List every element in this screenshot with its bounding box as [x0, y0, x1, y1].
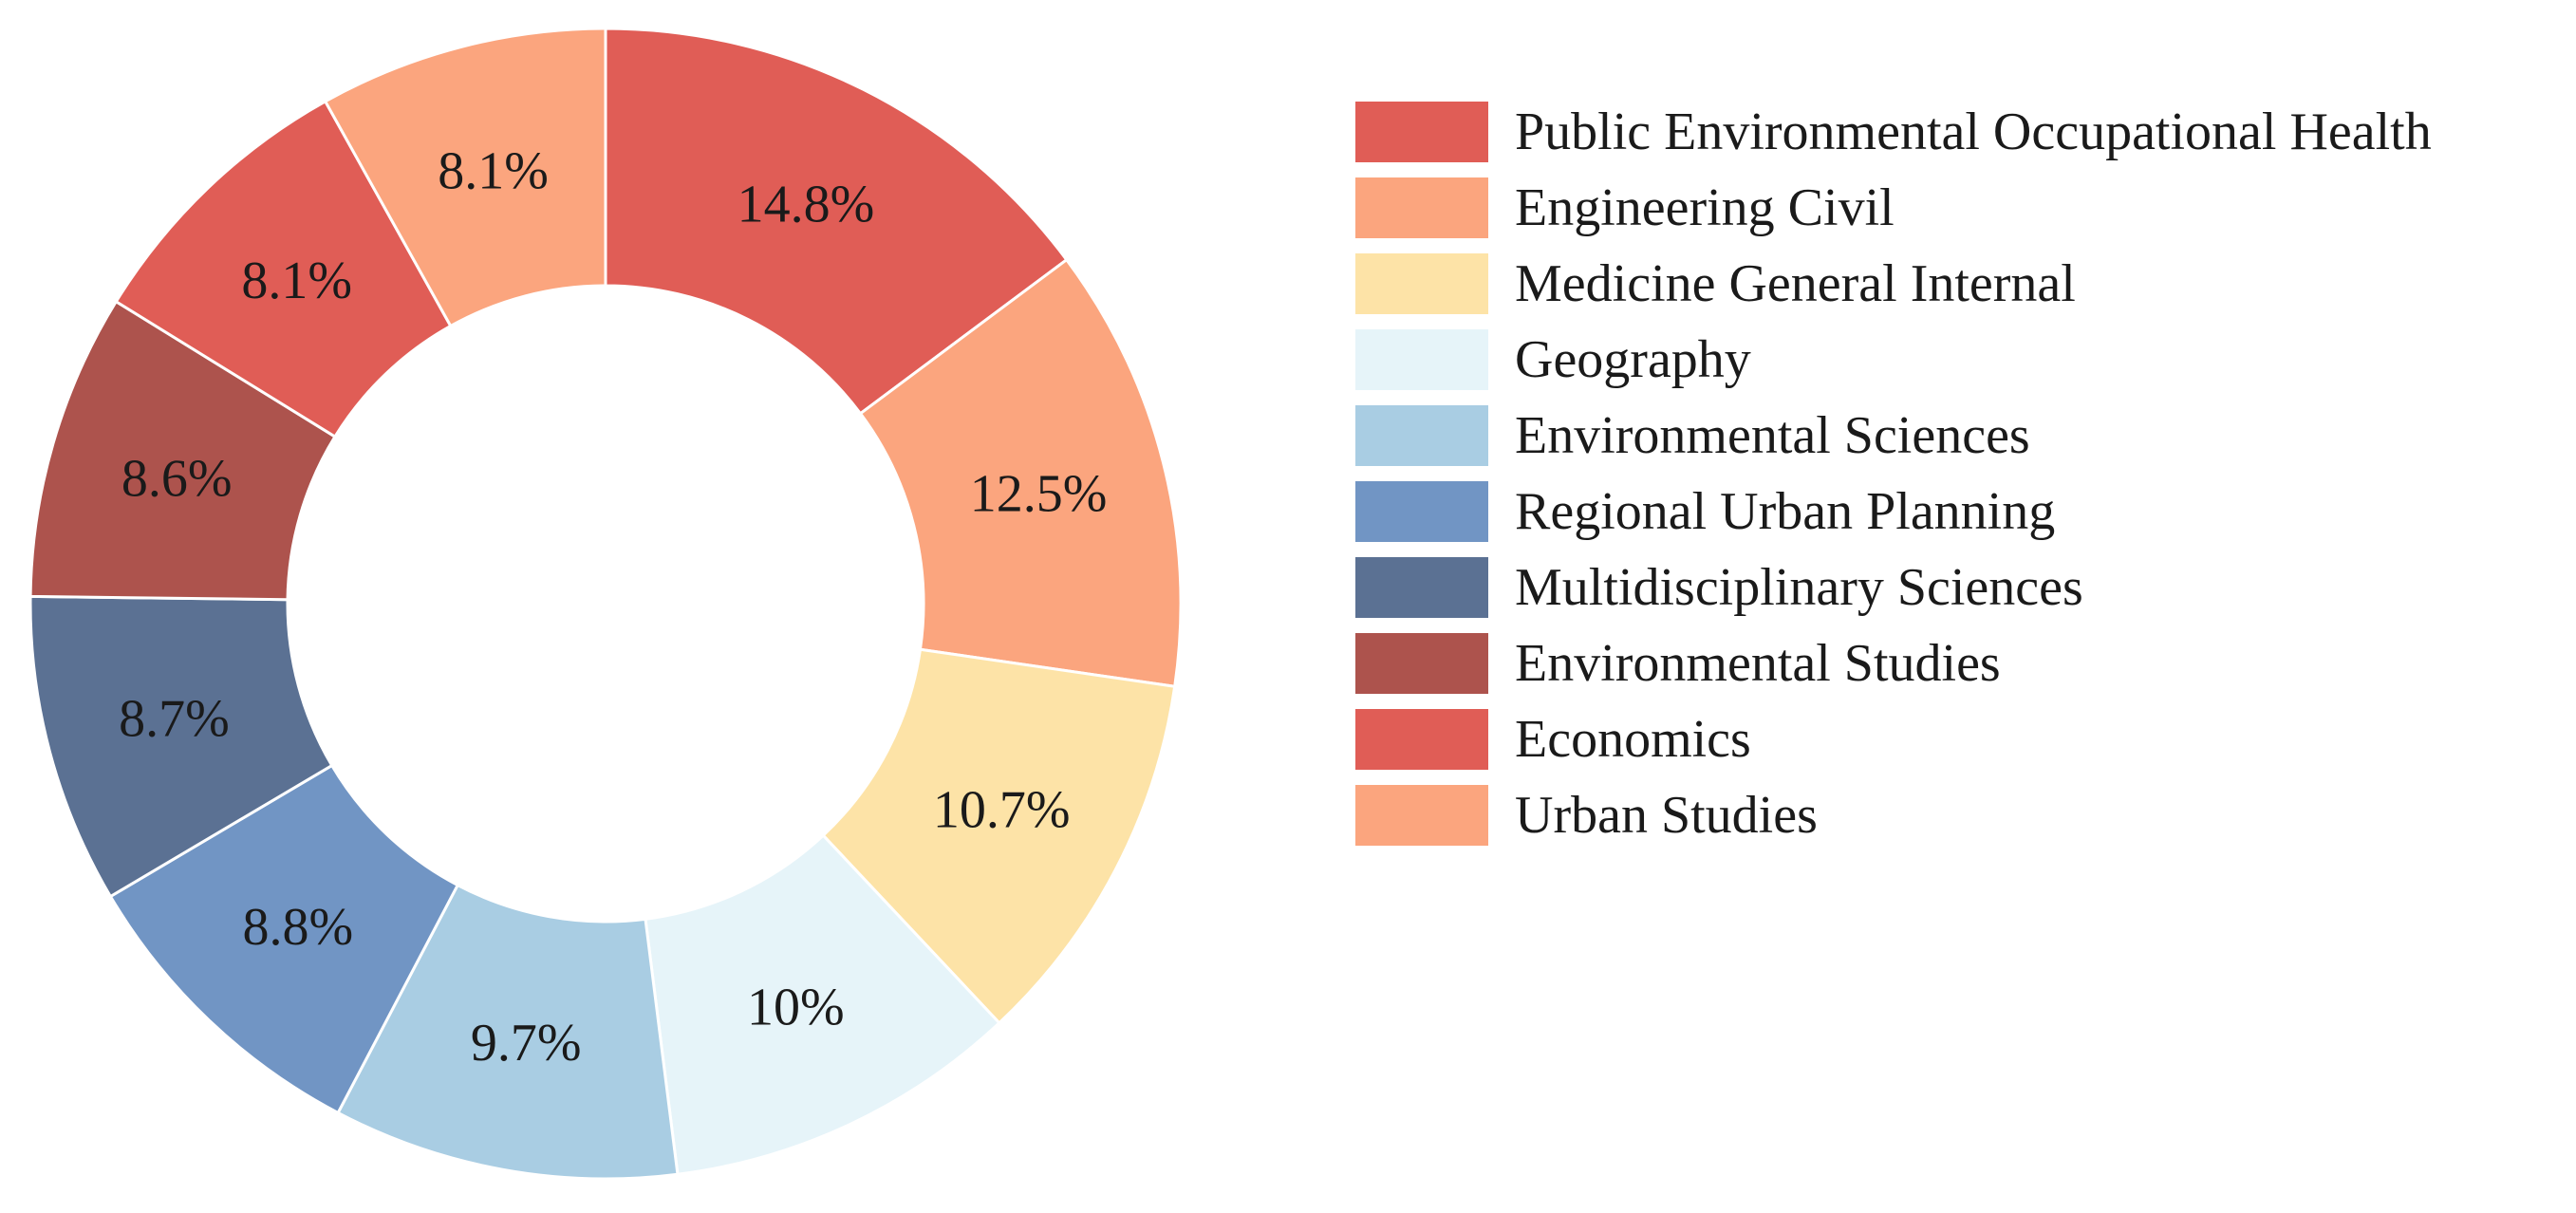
slice-label-multidisciplinary-sciences: 8.7% [119, 689, 230, 748]
legend-label: Environmental Sciences [1515, 406, 2030, 465]
slice-engineering-civil [858, 257, 1183, 688]
legend-label: Regional Urban Planning [1515, 482, 2055, 541]
slice-urban-studies [323, 27, 607, 328]
legend-item-medicine-general-internal: Medicine General Internal [1355, 253, 2076, 314]
legend-item-multidisciplinary-sciences: Multidisciplinary Sciences [1355, 557, 2083, 618]
legend-item-environmental-studies: Environmental Studies [1355, 633, 2001, 694]
slice-label-public-environmental-occupational-health: 14.8% [737, 175, 875, 233]
legend-swatch [1355, 633, 1488, 694]
slice-public-environmental-occupational-health [604, 27, 1069, 416]
legend-label: Environmental Studies [1515, 634, 2001, 693]
legend-label: Engineering Civil [1515, 178, 1895, 237]
legend-label: Public Environmental Occupational Health [1515, 103, 2432, 161]
slice-medicine-general-internal [821, 647, 1177, 1025]
legend-item-urban-studies: Urban Studies [1355, 785, 1818, 846]
legend-item-regional-urban-planning: Regional Urban Planning [1355, 481, 2055, 542]
legend-label: Geography [1515, 330, 1751, 389]
slice-geography [644, 833, 1001, 1176]
legend-swatch [1355, 481, 1488, 542]
legend-swatch [1355, 177, 1488, 238]
slice-environmental-sciences [336, 883, 680, 1181]
legend-label: Urban Studies [1515, 786, 1818, 845]
slice-label-urban-studies: 8.1% [438, 142, 549, 201]
slice-label-geography: 10% [747, 979, 845, 1037]
legend-swatch [1355, 557, 1488, 618]
slice-label-engineering-civil: 12.5% [970, 464, 1108, 523]
legend-label: Multidisciplinary Sciences [1515, 558, 2083, 617]
slice-label-regional-urban-planning: 8.8% [242, 898, 353, 957]
slice-label-medicine-general-internal: 10.7% [933, 781, 1071, 840]
slices-group [28, 27, 1183, 1181]
legend-item-engineering-civil: Engineering Civil [1355, 177, 1895, 238]
legend-item-geography: Geography [1355, 329, 1751, 390]
legend-item-public-environmental-occupational-health: Public Environmental Occupational Health [1355, 102, 2432, 162]
legend-label: Economics [1515, 710, 1751, 769]
legend-label: Medicine General Internal [1515, 254, 2076, 313]
slice-label-environmental-studies: 8.6% [121, 450, 233, 509]
legend-swatch [1355, 405, 1488, 466]
legend-item-economics: Economics [1355, 709, 1751, 770]
legend-swatch [1355, 253, 1488, 314]
legend: Public Environmental Occupational Health… [1355, 102, 2432, 846]
legend-swatch [1355, 329, 1488, 390]
slice-labels-group: 14.8% 12.5% 10.7% 10% 9.7% 8.8% 8.7% 8.6% 8.1% 8.… [119, 142, 1107, 1073]
legend-item-environmental-sciences: Environmental Sciences [1355, 405, 2030, 466]
legend-swatch [1355, 709, 1488, 770]
legend-swatch [1355, 785, 1488, 846]
slice-label-economics: 8.1% [241, 252, 352, 310]
legend-swatch [1355, 102, 1488, 162]
slice-label-environmental-sciences: 9.7% [471, 1014, 582, 1073]
